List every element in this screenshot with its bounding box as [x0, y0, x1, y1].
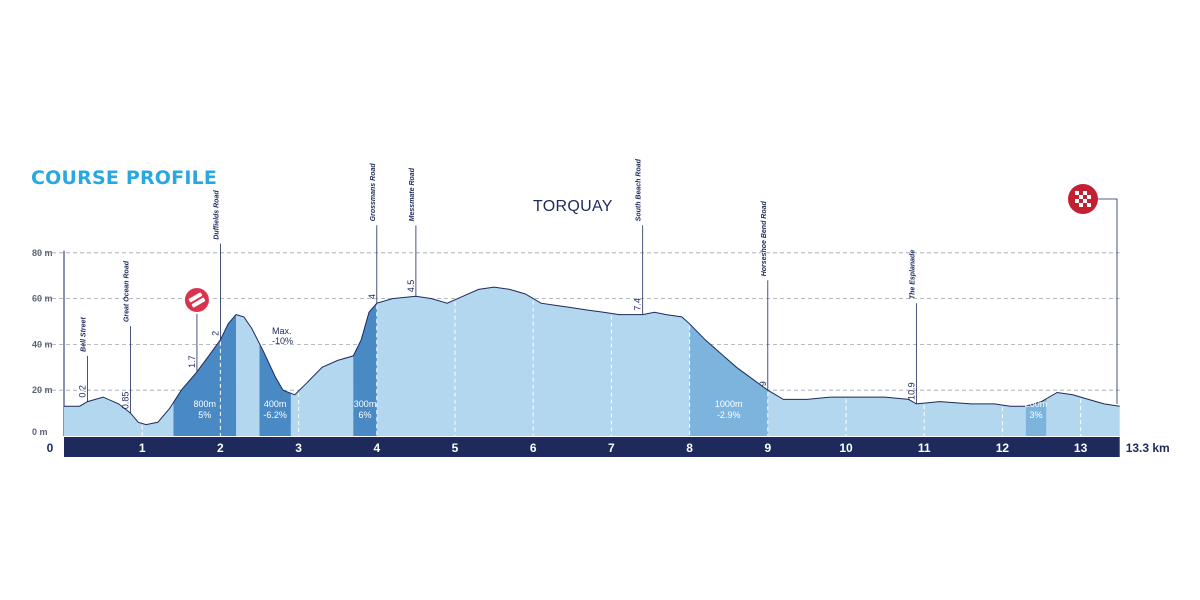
km-marker-group: 0.85: [120, 392, 130, 410]
km-marker-group: 9: [758, 381, 768, 386]
kom-badge-stripe: [188, 292, 203, 303]
km-marker-group: 7.4: [633, 298, 643, 311]
checker-square: [1079, 195, 1083, 199]
street-label-group: Bell Street: [80, 317, 87, 352]
km-marker-label: 10.9: [906, 382, 916, 400]
km-marker-group: 4.5: [406, 280, 416, 293]
checker-square: [1079, 191, 1083, 195]
x-tick-label: 3: [295, 441, 302, 455]
street-label: Messmate Road: [409, 167, 416, 221]
y-tick-label: 60 m: [32, 294, 53, 304]
climb-gradient-label: 5%: [198, 410, 211, 420]
y-tick-label: 20 m: [32, 385, 53, 395]
x-tick-label: 1: [139, 441, 146, 455]
km-marker-label: 7.4: [633, 298, 643, 311]
checker-square: [1083, 195, 1087, 199]
kom-km-group: 1.7: [187, 355, 197, 368]
elevation-line: [64, 286, 1120, 426]
km-marker-group: 4: [367, 294, 377, 299]
y-tick-label: 0 m: [32, 427, 48, 437]
climb-section: [689, 323, 768, 436]
km-marker-label: 9: [758, 381, 768, 386]
x-tick-label: 6: [530, 441, 537, 455]
kom-climb-icon: [182, 286, 211, 314]
street-label-group: Horseshoe Bend Road: [761, 200, 768, 276]
x-tick-label: 9: [764, 441, 771, 455]
street-label: Bell Street: [80, 317, 87, 352]
km-marker-label: 0.85: [120, 392, 130, 410]
checker-square: [1075, 191, 1079, 195]
checker-square: [1075, 203, 1079, 207]
checker-square: [1075, 195, 1079, 199]
climb-length-label: 260m: [1025, 399, 1048, 409]
km-marker-label: 0.2: [77, 385, 87, 398]
km-marker-group: 2: [210, 331, 220, 336]
km-marker-label: 4: [367, 294, 377, 299]
checker-square: [1083, 191, 1087, 195]
x-end-label: 13.3 km: [1126, 441, 1170, 455]
x-tick-label: 10: [839, 441, 853, 455]
kom-badge-circle: [182, 286, 211, 314]
climb-section: [353, 303, 377, 436]
street-label: Duffields Road: [213, 190, 220, 240]
checker-square: [1087, 203, 1091, 207]
checker-square: [1087, 191, 1091, 195]
checker-square: [1079, 203, 1083, 207]
street-label-group: The Esplanade: [909, 250, 916, 300]
climb-length-label: 800m: [194, 399, 217, 409]
climb-length-label: 300m: [354, 399, 377, 409]
y-tick-label: 40 m: [32, 339, 53, 349]
page-title: COURSE PROFILE: [31, 167, 218, 189]
street-label: South Beach Road: [636, 158, 643, 221]
kom-badge-stripe: [191, 297, 206, 308]
checker-square: [1083, 199, 1087, 203]
x-tick-label: 7: [608, 441, 615, 455]
x-tick-label: 5: [452, 441, 459, 455]
street-label: Horseshoe Bend Road: [761, 200, 768, 276]
street-label: Great Ocean Road: [123, 260, 130, 322]
x-tick-label: 2: [217, 441, 224, 455]
checker-square: [1087, 199, 1091, 203]
street-label-group: Messmate Road: [409, 167, 416, 221]
checker-square: [1075, 199, 1079, 203]
street-label-group: Great Ocean Road: [123, 260, 130, 322]
climb-length-label: 1000m: [715, 399, 743, 409]
km-marker-label: 4.5: [406, 280, 416, 293]
checker-square: [1083, 203, 1087, 207]
street-label-group: South Beach Road: [636, 158, 643, 221]
elevation-area: [64, 287, 1120, 436]
climb-gradient-label: 3%: [1030, 410, 1043, 420]
street-label-group: Grossmans Road: [370, 163, 377, 222]
climb-section: [259, 343, 291, 436]
climb-length-label: 400m: [264, 399, 287, 409]
climb-gradient-label: 6%: [359, 410, 372, 420]
x-tick-label: 12: [996, 441, 1010, 455]
checkered-flag-icon: [1068, 184, 1098, 214]
x-tick-label: 8: [686, 441, 693, 455]
x-tick-label: 4: [373, 441, 380, 455]
finish-marker-line: [1096, 198, 1118, 404]
max-gradient-label: Max.: [272, 326, 292, 336]
x-tick-label: 13: [1074, 441, 1088, 455]
street-label: The Esplanade: [909, 250, 916, 300]
checker-square: [1079, 199, 1083, 203]
y-tick-label: 80 m: [32, 248, 53, 258]
x-tick-label: 11: [918, 441, 931, 455]
km-marker-label: 2: [210, 331, 220, 336]
max-gradient-value: -10%: [272, 336, 293, 346]
location-label: TORQUAY: [533, 198, 613, 215]
kom-km-label: 1.7: [187, 355, 197, 368]
checker-square: [1087, 195, 1091, 199]
km-marker-group: 0.2: [77, 385, 87, 398]
x-tick-label: 0: [47, 441, 54, 455]
street-label-group: Duffields Road: [213, 190, 220, 240]
climb-gradient-label: -6.2%: [263, 410, 287, 420]
km-marker-group: 10.9: [906, 382, 916, 400]
climb-gradient-label: -2.9%: [717, 410, 741, 420]
x-axis-bar: [64, 437, 1120, 457]
street-label: Grossmans Road: [370, 163, 377, 222]
climb-section: [1025, 398, 1047, 436]
